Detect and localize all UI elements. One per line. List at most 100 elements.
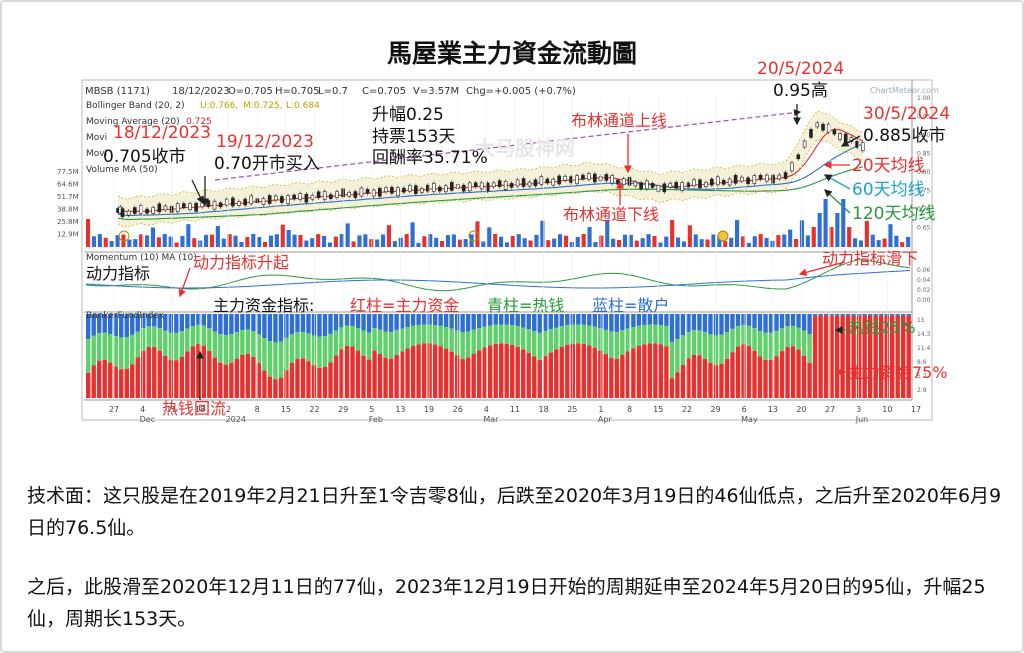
fund-bar-green xyxy=(537,332,542,361)
fund-bar-blue xyxy=(482,314,487,327)
candle-body xyxy=(715,176,720,186)
candle-body xyxy=(610,175,614,184)
fund-bar-blue xyxy=(493,314,498,325)
fund-bar-green xyxy=(146,326,151,347)
volume-bar xyxy=(788,229,793,247)
volume-bar xyxy=(475,221,480,247)
annotation-fund-red: 红柱=主力资金 xyxy=(350,296,460,315)
fund-bar-green xyxy=(185,328,190,352)
annotation-arrows xyxy=(118,104,861,400)
fund-bar-green xyxy=(625,328,631,352)
fund-bar-green xyxy=(223,335,229,365)
candle-body xyxy=(662,183,667,193)
candle-body xyxy=(292,194,296,200)
candle-body xyxy=(838,133,842,140)
fund-bar-red xyxy=(752,350,757,398)
fund-bar-red xyxy=(212,357,218,398)
volume-bar xyxy=(835,213,840,247)
fund-bar-blue xyxy=(152,314,157,327)
volume-bar xyxy=(782,234,787,247)
fund-bar-red xyxy=(697,355,702,398)
fund-bar-red xyxy=(801,355,807,398)
volume-bar xyxy=(858,240,864,247)
fund-bar-red xyxy=(443,348,449,398)
fund-bar-red xyxy=(614,358,620,398)
volume-tick-label: 51.7M xyxy=(57,193,79,201)
fund-bar-blue xyxy=(251,314,256,332)
volume-bar xyxy=(699,239,704,247)
fund-bar-green xyxy=(278,341,284,378)
fund-bar-blue xyxy=(240,314,245,331)
volume-bar xyxy=(204,234,209,247)
annotation-buy-close: 0.705收市 xyxy=(103,147,186,167)
fund-bar-blue xyxy=(763,314,768,333)
fund-bar-red xyxy=(823,315,829,398)
candle-body xyxy=(212,200,217,210)
fund-bar-green xyxy=(86,339,91,373)
ma20-value: 0.725 xyxy=(186,117,212,127)
fund-bar-green xyxy=(636,325,642,346)
fund-bar-red xyxy=(113,366,118,398)
volume-bar xyxy=(605,220,610,247)
fund-bar-red xyxy=(487,345,493,398)
volume-bar xyxy=(811,227,816,247)
fund-bar-red xyxy=(361,355,366,398)
candle-body xyxy=(467,182,472,192)
fund-bar-blue xyxy=(570,314,575,325)
candle-body xyxy=(587,173,591,180)
volume-bar xyxy=(363,234,368,247)
fund-bar-blue xyxy=(460,314,465,333)
volume-bar xyxy=(245,236,250,247)
volume-bar xyxy=(487,227,492,247)
volume-bar xyxy=(628,234,633,247)
fund-bar-red xyxy=(691,354,697,398)
volume-bar xyxy=(97,234,102,247)
fund-bar-red xyxy=(152,347,157,398)
volume-bar xyxy=(398,237,403,247)
fund-bar-blue xyxy=(510,314,515,326)
fund-bar-green xyxy=(730,328,735,353)
month-label: Apr xyxy=(598,415,613,424)
fund-bar-blue xyxy=(465,314,471,332)
fund-bar-green xyxy=(603,329,609,355)
fund-bar-red xyxy=(796,349,801,398)
fund-bar-red xyxy=(812,315,818,398)
volume-bar xyxy=(357,235,362,247)
volume-bar xyxy=(298,234,303,247)
fund-bar-red xyxy=(102,359,107,398)
fund-bar-green xyxy=(691,330,697,355)
candle-body xyxy=(680,182,684,191)
fund-bar-blue xyxy=(234,314,240,333)
fund-bar-green xyxy=(416,324,421,345)
fund-bar-blue xyxy=(895,314,900,316)
volume-bar xyxy=(215,226,220,247)
annotation-bb-upper: 布林通道上线 xyxy=(571,111,668,130)
fund-bar-green xyxy=(482,326,487,348)
fund-bar-red xyxy=(834,315,840,398)
candle-body xyxy=(449,182,454,191)
volume-bar xyxy=(499,236,504,247)
volume-bar xyxy=(422,236,427,247)
fund-bar-blue xyxy=(515,314,520,327)
fund-bar-red xyxy=(168,359,174,398)
fund-bar-red xyxy=(377,354,383,398)
fund-bar-green xyxy=(697,330,702,356)
volume-bar xyxy=(268,235,274,247)
volume-bar xyxy=(622,234,628,247)
candle-body xyxy=(396,187,400,197)
fund-bar-red xyxy=(394,355,399,398)
fund-bar-green xyxy=(741,324,746,345)
fund-bar-red xyxy=(91,365,96,398)
volume-bar xyxy=(463,239,468,247)
fund-bar-blue xyxy=(884,314,889,316)
fund-bar-blue xyxy=(262,314,267,339)
candle-body xyxy=(335,191,339,198)
fund-bar-red xyxy=(713,365,719,398)
fund-bar-green xyxy=(240,330,245,355)
x-tick-label: 25 xyxy=(567,405,577,414)
fund-bar-blue xyxy=(245,314,251,330)
fund-bar-green xyxy=(394,330,399,356)
volume-bar xyxy=(481,241,486,247)
fund-bar-red xyxy=(383,357,388,398)
